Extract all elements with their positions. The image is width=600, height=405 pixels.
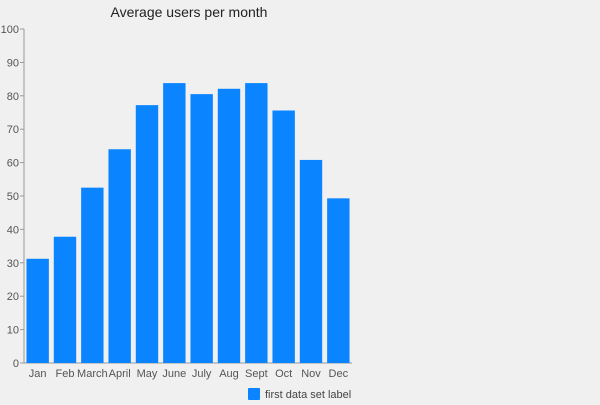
y-tick-label: 20 <box>7 291 19 303</box>
bar-nov[interactable] <box>299 159 323 363</box>
x-tick-label: Nov <box>301 368 321 380</box>
x-tick-label: Oct <box>275 368 292 380</box>
legend[interactable]: first data set label <box>248 388 351 401</box>
bar-sept[interactable] <box>245 83 268 364</box>
bar-july[interactable] <box>190 94 213 363</box>
y-tick-label: 40 <box>7 224 19 236</box>
y-tick-label: 10 <box>7 325 19 337</box>
x-tick-label: July <box>192 368 212 380</box>
legend-swatch <box>248 388 260 400</box>
bar-series <box>26 83 350 364</box>
y-tick-label: 60 <box>7 158 19 170</box>
legend-label: first data set label <box>265 389 351 400</box>
bar-dec[interactable] <box>327 198 350 363</box>
y-tick-label: 30 <box>7 258 19 270</box>
y-axis: 0 10 20 30 40 50 60 70 80 90 100 <box>1 24 25 370</box>
x-tick-label: Feb <box>56 368 75 380</box>
bar-jan[interactable] <box>26 258 49 363</box>
x-tick-label: Sept <box>245 368 268 380</box>
x-axis: Jan Feb March April May June July Aug Sept Oct Nov… <box>24 362 352 380</box>
y-tick-label: 50 <box>7 191 19 203</box>
bar-june[interactable] <box>163 83 186 364</box>
bar-feb[interactable] <box>53 236 77 363</box>
x-tick-label: Jan <box>29 368 47 380</box>
x-tick-label: June <box>162 368 186 380</box>
bar-aug[interactable] <box>217 88 241 363</box>
y-tick-label: 100 <box>1 24 19 36</box>
y-tick-label: 70 <box>7 124 19 136</box>
x-tick-label: Dec <box>329 368 349 380</box>
x-tick-label: Aug <box>219 368 239 380</box>
y-tick-label: 0 <box>13 358 19 370</box>
bar-march[interactable] <box>81 187 104 363</box>
chart-title: Average users per month <box>111 4 268 20</box>
bar-may[interactable] <box>135 105 159 364</box>
bar-oct[interactable] <box>272 110 295 364</box>
x-tick-label: May <box>137 368 158 380</box>
bar-april[interactable] <box>108 149 131 363</box>
x-tick-label: April <box>109 368 131 380</box>
x-tick-label: March <box>77 368 108 380</box>
y-tick-label: 80 <box>7 91 19 103</box>
y-tick-label: 90 <box>7 57 19 69</box>
